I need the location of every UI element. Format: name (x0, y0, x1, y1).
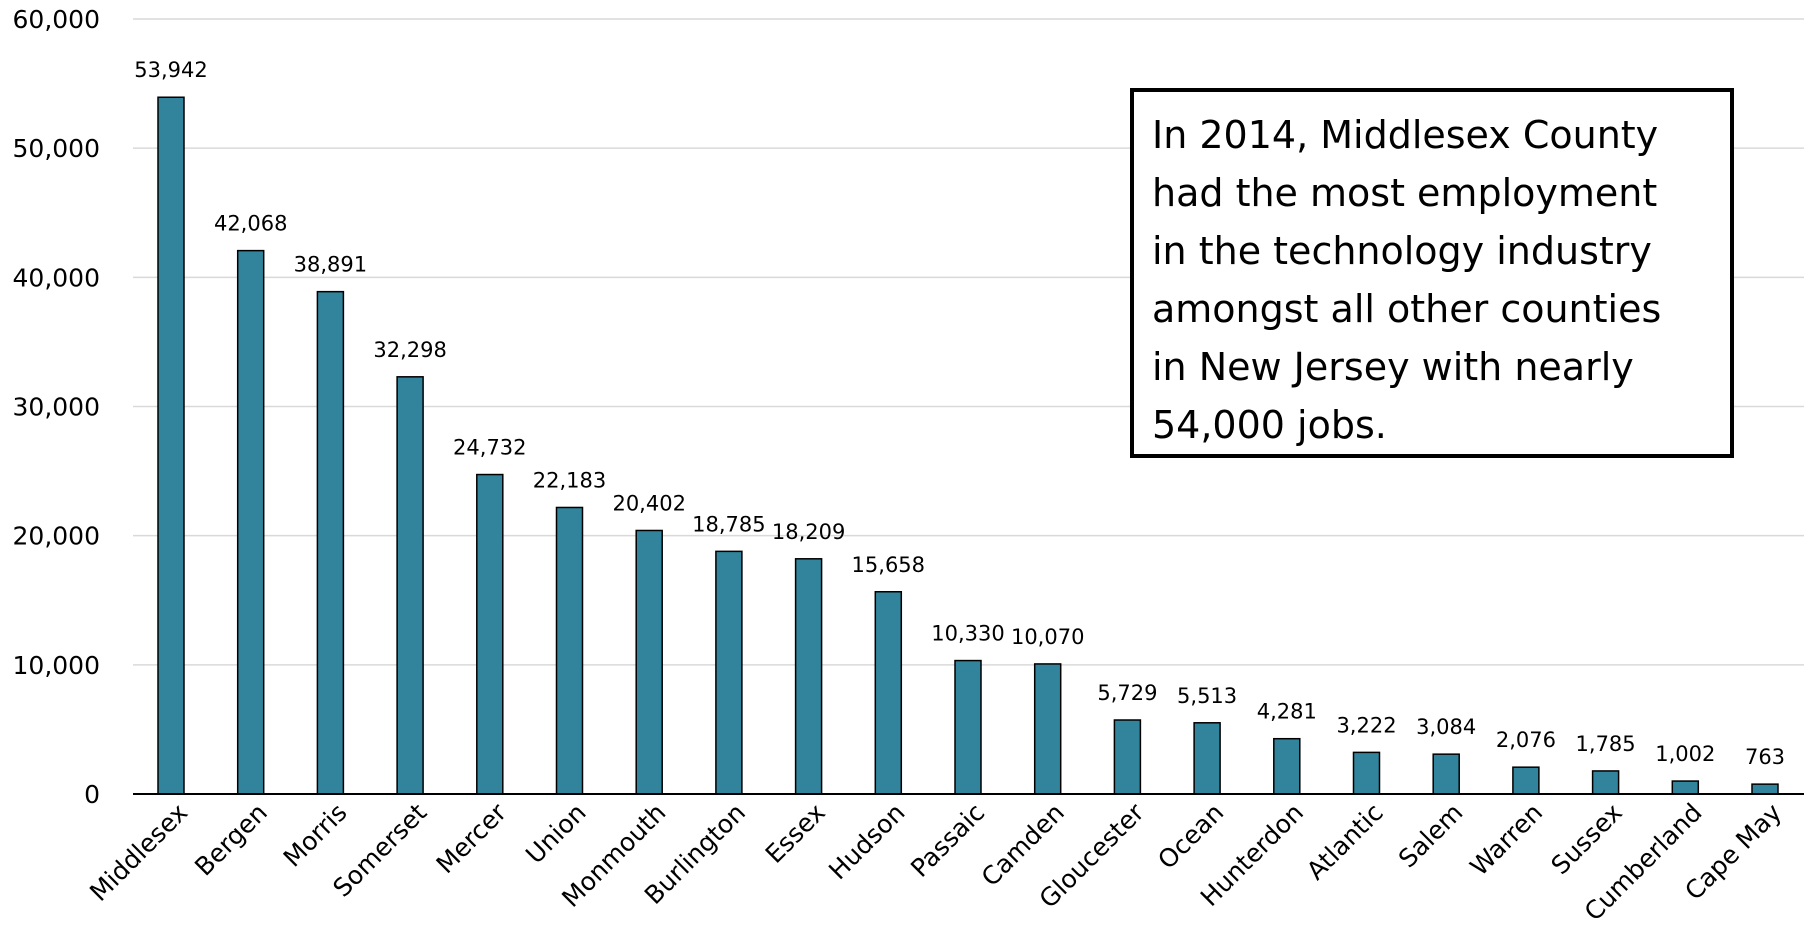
bar (874, 591, 903, 795)
bar (236, 249, 265, 795)
bar (1671, 780, 1700, 795)
bar (316, 290, 345, 795)
x-tick-label: Warren (1465, 798, 1549, 882)
bar (715, 550, 743, 795)
data-label: 32,298 (373, 338, 446, 362)
annotation-text: In 2014, Middlesex County had the most e… (1152, 113, 1662, 447)
x-tick-label: Sussex (1545, 798, 1627, 880)
data-label: 763 (1745, 745, 1785, 769)
bar (555, 506, 584, 795)
bar (1751, 783, 1779, 795)
bar (954, 659, 982, 795)
y-tick-label: 40,000 (13, 263, 100, 292)
y-tick-label: 20,000 (13, 522, 100, 551)
data-label: 24,732 (453, 436, 526, 460)
x-tick-label: Essex (760, 798, 831, 869)
data-label: 10,070 (1011, 625, 1084, 649)
data-label: 18,209 (772, 520, 845, 544)
y-tick-label: 50,000 (13, 134, 100, 163)
bar (1033, 663, 1062, 795)
data-label: 53,942 (134, 58, 207, 82)
x-tick-label: Union (520, 798, 592, 870)
data-label: 20,402 (612, 491, 685, 515)
data-label: 18,785 (692, 512, 765, 536)
bar (635, 529, 663, 795)
bar (1512, 766, 1540, 795)
data-label: 15,658 (852, 553, 925, 577)
data-label: 5,729 (1097, 681, 1157, 705)
data-label: 42,068 (214, 212, 287, 236)
bar (1113, 719, 1142, 795)
bar (396, 376, 424, 795)
y-axis-tick-labels: 0 10,000 20,000 30,000 40,000 50,000 60,000 (13, 5, 100, 809)
x-tick-label: Salem (1393, 798, 1469, 874)
x-tick-label: Hudson (823, 798, 910, 885)
bars (157, 96, 1779, 795)
x-tick-label: Mercer (431, 797, 513, 879)
x-tick-label: Middlesex (84, 798, 193, 907)
x-tick-label: Bergen (189, 798, 273, 882)
y-tick-label: 30,000 (13, 393, 100, 422)
data-label: 1,002 (1655, 742, 1715, 766)
data-labels: 53,942 42,068 38,891 32,298 24,732 22,18320,4… (134, 58, 1785, 769)
bar (1352, 751, 1381, 795)
annotation-box: In 2014, Middlesex County had the most e… (1130, 88, 1734, 458)
bar (1591, 770, 1620, 795)
bar (157, 96, 185, 795)
y-tick-label: 60,000 (13, 5, 100, 34)
bar (1193, 722, 1221, 795)
data-label: 3,084 (1416, 715, 1476, 739)
bar (794, 558, 823, 795)
data-label: 3,222 (1336, 713, 1396, 737)
y-tick-label: 0 (84, 780, 100, 809)
bar (1273, 737, 1301, 795)
data-label: 5,513 (1177, 684, 1237, 708)
data-label: 22,183 (533, 468, 606, 492)
data-label: 38,891 (294, 253, 367, 277)
x-tick-label: Ocean (1152, 798, 1229, 875)
data-label: 1,785 (1576, 732, 1636, 756)
data-label: 10,330 (931, 622, 1004, 646)
data-label: 2,076 (1496, 728, 1556, 752)
x-tick-label: Morris (278, 798, 353, 873)
bar (476, 473, 504, 795)
data-label: 4,281 (1257, 700, 1317, 724)
bar (1432, 753, 1460, 795)
y-tick-label: 10,000 (13, 651, 100, 680)
x-tick-label: Atlantic (1301, 798, 1389, 886)
